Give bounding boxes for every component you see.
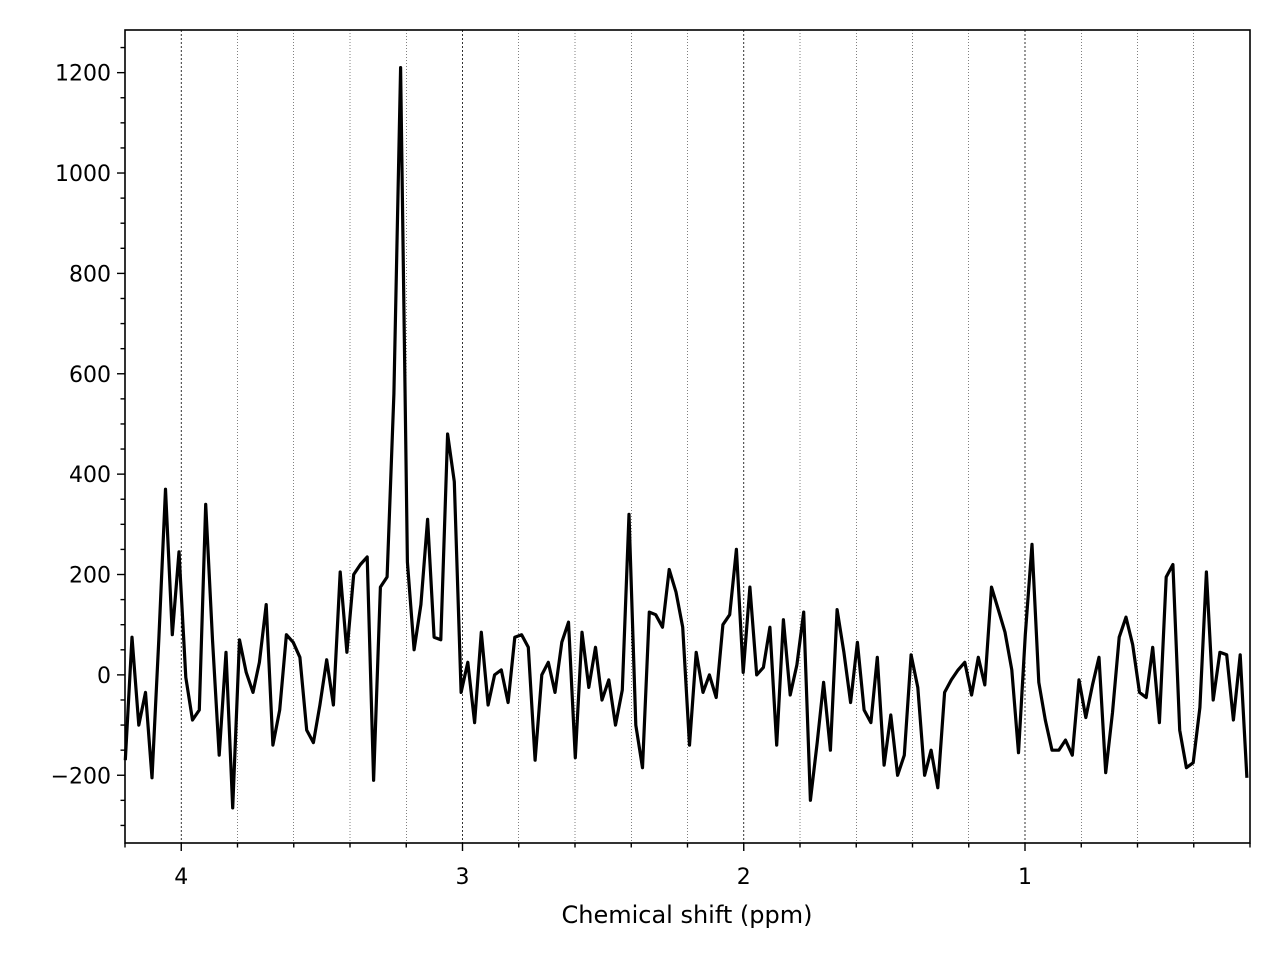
y-tick-label: 800 xyxy=(69,262,111,287)
tick-labels: 4 3 2 1 −200 0 200 400 600 800 1000 1200 xyxy=(51,62,1032,890)
x-tick-label: 1 xyxy=(1018,865,1032,890)
y-tick-label: 1200 xyxy=(55,62,111,87)
x-tick-label: 4 xyxy=(174,865,188,890)
y-tick-label: 0 xyxy=(97,664,111,689)
x-axis-label: Chemical shift (ppm) xyxy=(561,901,812,929)
y-tick-label: −200 xyxy=(51,764,111,789)
y-tick-label: 1000 xyxy=(55,162,111,187)
spectrum-line xyxy=(123,66,1249,810)
y-tick-label: 200 xyxy=(69,564,111,589)
axis-ticks xyxy=(117,46,1251,851)
x-tick-label: 3 xyxy=(456,865,470,890)
x-tick-label: 2 xyxy=(737,865,751,890)
y-tick-label: 400 xyxy=(69,463,111,488)
grid-lines xyxy=(124,30,1251,843)
y-tick-label: 600 xyxy=(69,363,111,388)
